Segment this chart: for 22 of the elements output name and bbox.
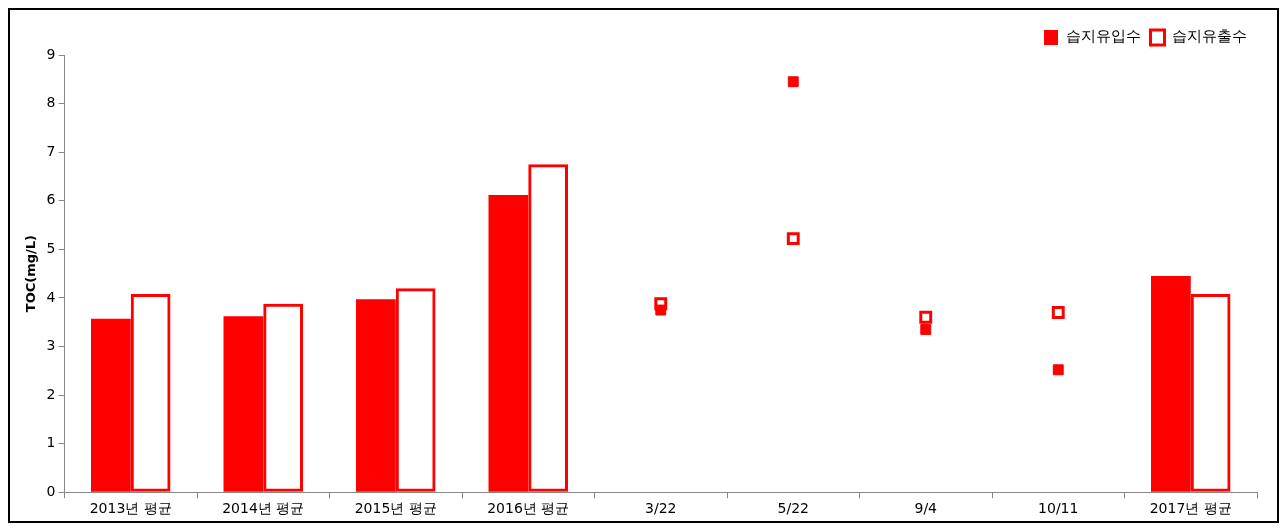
y-tick-label: 2 <box>46 385 56 402</box>
y-tick-label: 9 <box>46 45 56 62</box>
x-tick-label: 3/22 <box>645 500 677 517</box>
y-tick-label: 7 <box>46 142 56 159</box>
y-axis-title: TOC(mg/L) <box>23 234 39 313</box>
y-tick-label: 4 <box>46 288 56 305</box>
legend-label: 습지유출수 <box>1172 27 1247 46</box>
y-tick-label: 8 <box>46 94 56 111</box>
x-tick-label: 9/4 <box>914 500 938 517</box>
y-tick-label: 6 <box>46 191 56 208</box>
y-tick-label: 5 <box>46 239 56 256</box>
x-tick-label: 2017년 평균 <box>1149 500 1232 517</box>
x-tick-label: 10/11 <box>1038 500 1079 517</box>
x-tick-label: 2015년 평균 <box>354 500 437 517</box>
y-tick-label: 0 <box>46 482 56 499</box>
legend-label: 습지유입수 <box>1065 27 1141 46</box>
x-tick-label: 2014년 평균 <box>222 500 305 517</box>
x-tick-label: 2013년 평균 <box>89 500 172 517</box>
x-tick-label: 5/22 <box>777 500 809 517</box>
y-tick-label: 1 <box>46 434 56 451</box>
x-tick-label: 2016년 평균 <box>487 500 570 517</box>
y-tick-label: 3 <box>46 337 56 354</box>
